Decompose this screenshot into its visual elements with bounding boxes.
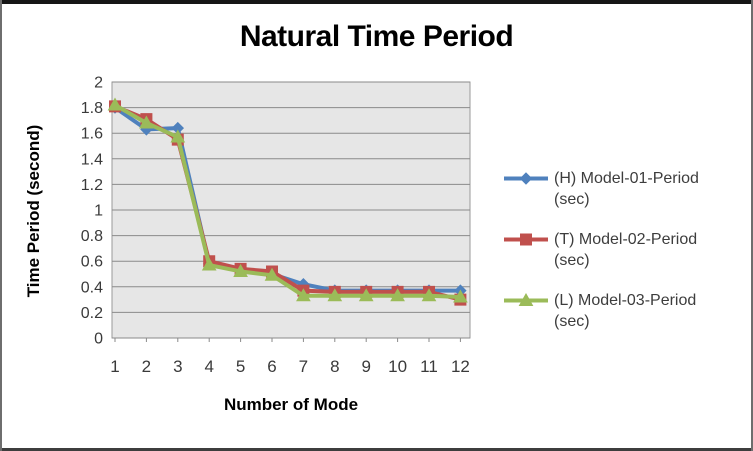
- triangle-marker: [233, 263, 248, 277]
- x-tick-label: 11: [420, 357, 438, 376]
- legend-item-1: (H) Model-01-Period (sec): [503, 168, 747, 210]
- triangle-marker: [107, 97, 123, 111]
- y-tick-label: 1.6: [81, 126, 103, 143]
- y-tick-label: 0: [94, 331, 103, 348]
- chart-title: Natural Time Period: [239, 20, 514, 53]
- triangle-marker: [296, 288, 311, 302]
- y-tick-label: 2: [94, 75, 103, 92]
- x-tick-label: 1: [110, 357, 119, 376]
- x-tick-label: 9: [361, 357, 370, 376]
- triangle-marker: [327, 288, 343, 302]
- triangle-marker: [421, 288, 437, 302]
- x-tick-label: 6: [267, 357, 276, 376]
- x-tick-label: 5: [236, 357, 245, 376]
- legend-label: (T) Model-02-Period (sec): [554, 231, 698, 269]
- series-3: [107, 97, 468, 303]
- y-axis-title-text: Time Period (second): [24, 124, 43, 298]
- y-tick-label: 0.2: [81, 305, 103, 322]
- triangle-marker: [170, 129, 186, 143]
- x-tick-label: 12: [451, 357, 470, 376]
- diamond-legend-swatch-icon: [504, 172, 548, 185]
- x-tick-label: 8: [330, 357, 339, 376]
- y-tick-label: 0.6: [81, 254, 103, 271]
- triangle-marker: [139, 115, 154, 129]
- x-axis-title: Number of Mode: [223, 395, 359, 414]
- frame-border-top: [0, 0, 753, 4]
- triangle-marker: [358, 288, 374, 302]
- x-tick-label: 3: [173, 357, 182, 376]
- legend-label: (L) Model-03-Period (sec): [554, 292, 697, 330]
- triangle-marker: [201, 257, 217, 271]
- y-tick-label: 0.8: [81, 228, 103, 245]
- y-tick-label: 1.8: [81, 100, 103, 117]
- legend-label: (H) Model-01-Period (sec): [554, 170, 699, 208]
- frame-border-right: [751, 0, 753, 451]
- series-line: [114, 103, 461, 300]
- legend-item-3: (L) Model-03-Period (sec): [503, 290, 747, 332]
- y-tick-label: 0.4: [81, 279, 103, 296]
- triangle-marker: [453, 289, 468, 303]
- legend-item-2: (T) Model-02-Period (sec): [503, 229, 747, 271]
- x-tick-label: 4: [204, 357, 213, 376]
- y-tick-label: 1.2: [81, 177, 103, 194]
- triangle-legend-swatch-icon: [504, 293, 548, 306]
- triangle-marker: [390, 288, 405, 302]
- y-tick-label: 1: [94, 203, 103, 220]
- legend: (H) Model-01-Period (sec) (T) Model-02-Pe…: [503, 168, 747, 332]
- x-tick-label: 2: [142, 357, 151, 376]
- x-tick-label: 10: [388, 357, 407, 376]
- square-legend-swatch-icon: [504, 233, 548, 246]
- y-tick-label: 1.4: [81, 151, 103, 168]
- frame-border-bottom: [0, 448, 753, 451]
- frame-border-left: [0, 0, 2, 451]
- triangle-marker: [264, 267, 280, 281]
- x-tick-label: 7: [299, 357, 308, 376]
